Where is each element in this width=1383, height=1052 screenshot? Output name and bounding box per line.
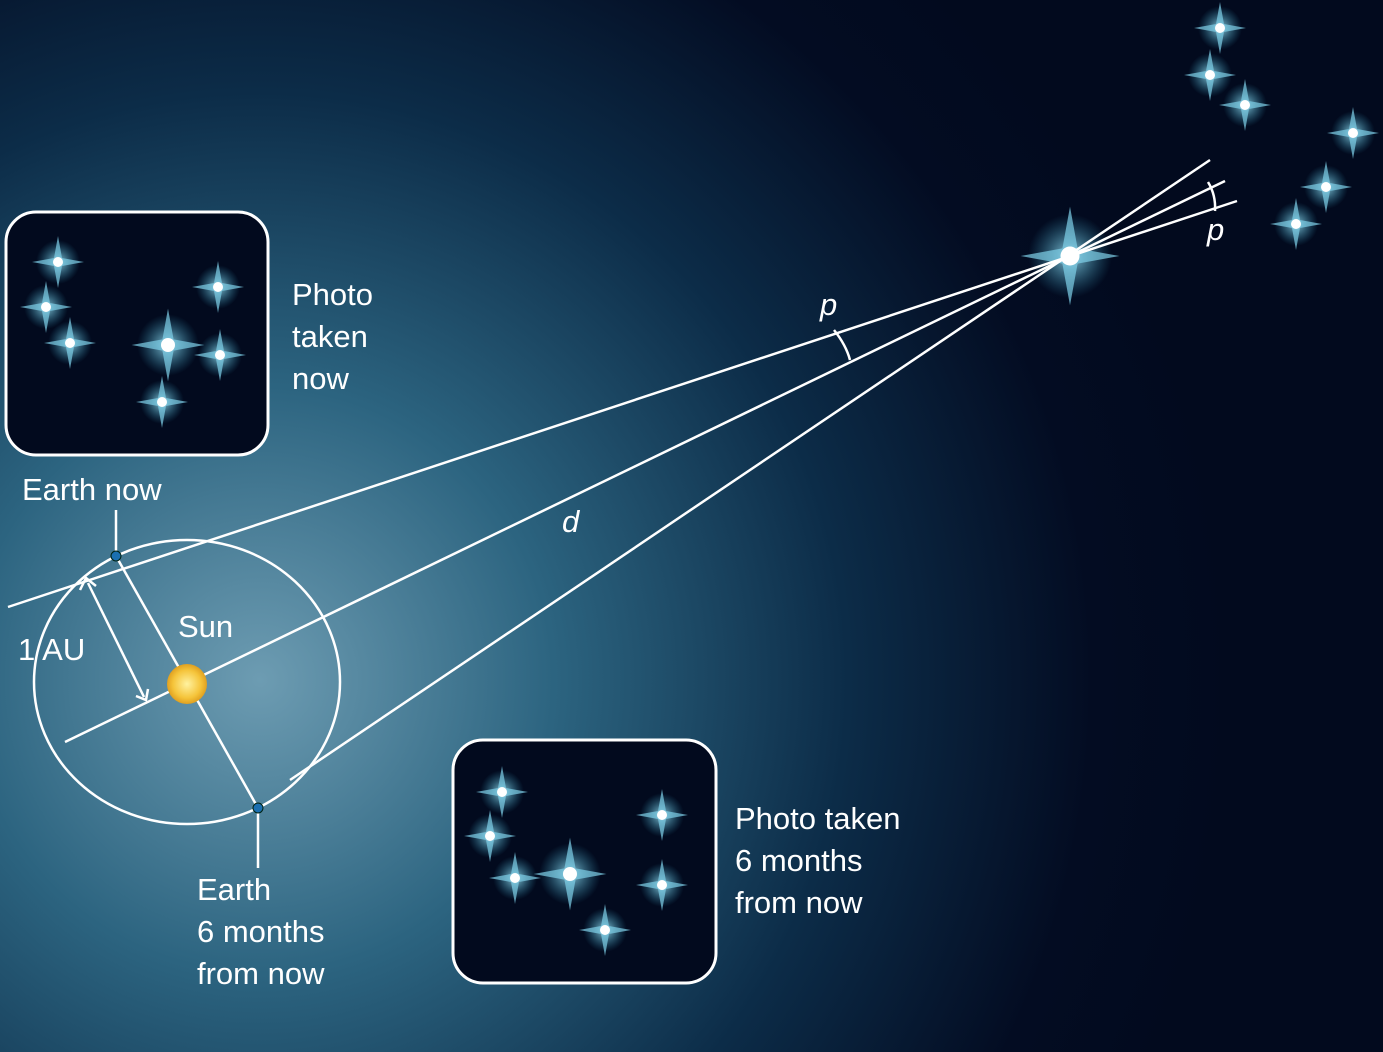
- star-part: [1348, 128, 1358, 138]
- sun-label: Sun: [178, 609, 233, 644]
- star-part: [1215, 23, 1225, 33]
- label-line: 6 months: [197, 914, 325, 949]
- label-line: Photo taken: [735, 801, 900, 836]
- star-part: [600, 925, 610, 935]
- sightline-later: [289, 158, 1211, 782]
- star-part: [563, 867, 577, 881]
- label-line: Earth: [197, 872, 271, 907]
- sun: [167, 664, 207, 704]
- star-part: [510, 873, 520, 883]
- photo-later-label: Photo taken 6 months from now: [735, 801, 909, 920]
- au-arrow: [86, 582, 146, 698]
- star-part: [657, 810, 667, 820]
- earth-later: [252, 802, 264, 814]
- star-part: [157, 397, 167, 407]
- star-part: [161, 338, 175, 352]
- star-part: [1321, 182, 1331, 192]
- label-line: 6 months: [735, 843, 863, 878]
- parallax-arc-far: [1206, 181, 1217, 212]
- earth-now: [110, 550, 122, 562]
- star-part: [65, 338, 75, 348]
- star-part: [215, 350, 225, 360]
- photo-now-label: Photo taken now: [292, 277, 382, 396]
- au-label: 1 AU: [18, 632, 85, 667]
- star-part: [1291, 219, 1301, 229]
- star-part: [53, 257, 63, 267]
- parallax-label: p: [819, 287, 837, 322]
- star-part: [657, 880, 667, 890]
- star-part: [41, 302, 51, 312]
- star-part: [1240, 100, 1250, 110]
- label-line: taken: [292, 319, 368, 354]
- earth-now-label: Earth now: [22, 472, 162, 507]
- star-part: [497, 787, 507, 797]
- earth-later-label: Earth 6 months from now: [197, 872, 333, 991]
- parallax-arc: [833, 329, 852, 361]
- label-line: Photo: [292, 277, 373, 312]
- au-arrowheads: [78, 576, 150, 702]
- earth-orbit: [32, 538, 342, 826]
- sightline-sun: [64, 179, 1226, 744]
- sightline-now: [7, 199, 1238, 609]
- star-part: [1205, 70, 1215, 80]
- parallax-far-label: p: [1206, 212, 1224, 247]
- photo-stars: [20, 236, 688, 956]
- label-line: from now: [735, 885, 863, 920]
- distance-label: d: [562, 504, 581, 539]
- star-part: [485, 831, 495, 841]
- label-line: now: [292, 361, 349, 396]
- star-part: [213, 282, 223, 292]
- label-line: from now: [197, 956, 325, 991]
